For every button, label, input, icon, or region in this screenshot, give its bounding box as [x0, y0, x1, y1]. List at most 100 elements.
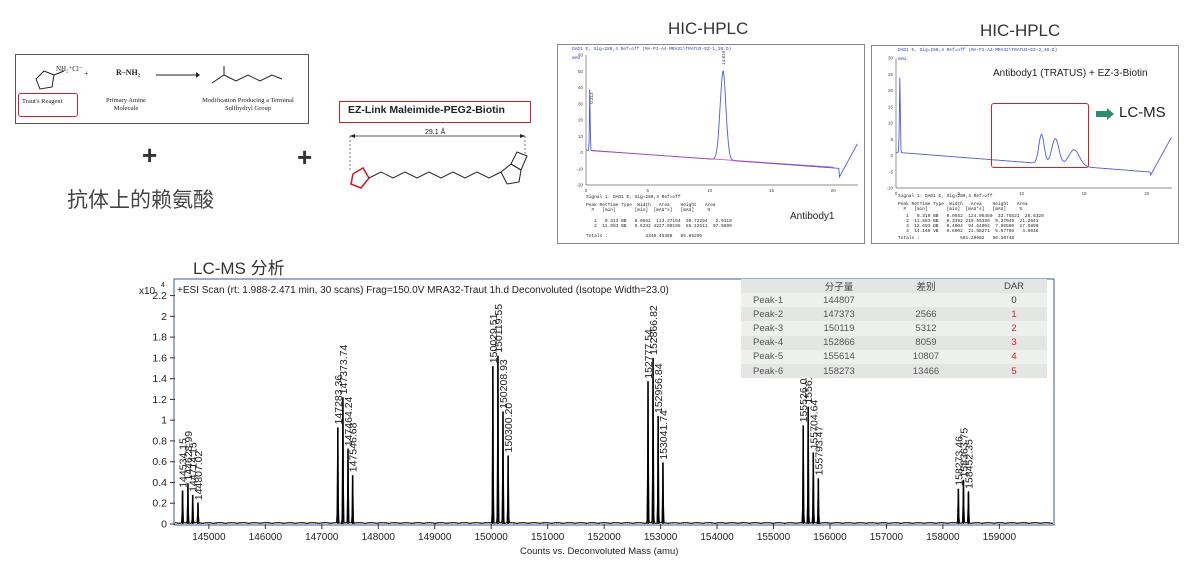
dar-cell: 3 — [981, 335, 1047, 350]
table-row: Peak-2 147373 2566 1 — [741, 307, 1047, 322]
product-label: Modification Producing a Terminal Sulfhy… — [202, 97, 294, 112]
right-arrow-icon — [1096, 108, 1114, 120]
y-tick-label: 5 — [890, 137, 893, 142]
y-tick-label: 0 — [580, 150, 583, 155]
lcms-x-title: Counts vs. Deconvoluted Mass (amu) — [520, 546, 679, 557]
peak-label: 147373.74 — [338, 345, 350, 395]
dar-header-dar: DAR — [981, 279, 1047, 293]
peak-label: 150300.20 — [503, 403, 515, 453]
x-tick-label: 10 — [1019, 191, 1025, 196]
biotin-name: EZ-Link Maleimide-PEG2-Biotin — [348, 104, 505, 116]
hic2-header-line: DAD1 E, Sig=280,4 Ref=off (MA-P1-A3-MRA3… — [898, 48, 1058, 53]
peak-label: 152956.84 — [653, 363, 665, 413]
x-tick-label: 148000 — [362, 532, 396, 543]
traut-reagent-label: Traut's Reagent — [22, 98, 63, 105]
hic1-totals: Totals : 4340.45388 85.85205 — [586, 234, 703, 239]
peak-label: 152777.54 — [643, 329, 655, 379]
peak-label: 153041.74 — [658, 410, 670, 460]
hic1-unit: mAU — [572, 56, 581, 61]
hic1-heading: HIC-HPLC — [668, 19, 749, 38]
hic2-caption: Antibody1 (TRATUS) + EZ-3-Biotin — [993, 68, 1148, 79]
hic1-row-2: 2 11.093 BB 0.5232 4227.09195 55.12511 9… — [586, 224, 732, 229]
y-tick-label: 0 — [890, 153, 893, 158]
dar-table-header: 分子量 差别 DAR — [741, 279, 1047, 293]
x-tick-label: 147000 — [305, 532, 339, 543]
x-tick-label: 158000 — [926, 532, 960, 543]
mw-cell: 155614 — [807, 349, 871, 364]
x-tick-label: 159000 — [983, 532, 1017, 543]
y-tick-label: 30 — [578, 101, 584, 106]
spectrum-trace — [174, 356, 1054, 525]
x-tick-label: 154000 — [700, 532, 734, 543]
peak-label: 144714.15 — [188, 442, 200, 492]
traut-reagent-structure — [35, 70, 65, 90]
x-tick-label: 155000 — [757, 532, 791, 543]
mw-cell: 158273 — [807, 363, 871, 379]
hic1-caption: Antibody1 — [790, 211, 835, 222]
y-tick-label: 30 — [888, 56, 894, 61]
x-tick-label: 5 — [647, 188, 650, 193]
y-tick-label: 1 — [161, 415, 167, 427]
peak-label: 155704.64 — [808, 400, 820, 450]
hic1-chromatogram-panel: DAD1 E, Sig=280,4 Ref=off (MA-P1-A4-MRA3… — [557, 44, 865, 244]
dar-cell: 5 — [981, 363, 1047, 379]
hic2-row-3: 3 12.693 BB 0.4004 94.64004 7.96560 17.5… — [898, 224, 1039, 229]
lcms-y-multiplier: x10 — [139, 286, 156, 297]
dar-header-mw: 分子量 — [807, 279, 871, 293]
peak-label: 155526.03 — [798, 373, 810, 423]
hic2-chromatogram-panel: DAD1 E, Sig=280,4 Ref=off (MA-P1-A3-MRA3… — [871, 45, 1179, 244]
mw-cell: 144807 — [807, 293, 871, 308]
hic1-table-header2: # [min] [min] [mAU*s] [mAU] % — [586, 208, 711, 213]
y-tick-label: 2 — [161, 311, 167, 323]
table-row: Peak-1 144807 0 — [741, 293, 1047, 308]
biotin-name-box — [339, 101, 531, 123]
peak-label: 158452.35 — [963, 439, 975, 489]
peak-cell: Peak-6 — [741, 363, 807, 379]
y-tick-label: 0.4 — [152, 477, 167, 489]
x-tick-label: 15 — [1082, 191, 1088, 196]
plus-sign-2: + — [297, 142, 313, 172]
x-tick-label: 149000 — [418, 532, 452, 543]
peak-label: 152866.82 — [648, 305, 660, 355]
diff-cell: 10807 — [871, 349, 981, 364]
peak-label: 150029.51 — [488, 313, 500, 363]
table-row: Peak-4 152866 8059 3 — [741, 335, 1047, 350]
y-tick-label: 1.4 — [152, 373, 167, 385]
mw-cell: 147373 — [807, 307, 871, 322]
hic2-table-header2: # [min] [min] [mAU*s] [mAU] % — [898, 207, 1023, 212]
y-tick-label: 10 — [578, 134, 584, 139]
peak-label: 0.313 — [589, 92, 594, 104]
x-tick-label: 150000 — [475, 532, 509, 543]
x-tick-label: 15 — [769, 188, 775, 193]
x-tick-label: 146000 — [249, 532, 283, 543]
peak-cell: Peak-4 — [741, 335, 807, 350]
x-tick-label: 157000 — [870, 532, 904, 543]
mw-cell: 150119 — [807, 321, 871, 336]
y-tick-label: 1.2 — [152, 394, 167, 406]
diff-cell: 2566 — [871, 307, 981, 322]
peak-label: 150119.55 — [493, 304, 505, 353]
x-tick-label: 145000 — [192, 532, 226, 543]
hic2-unit: mAU — [898, 57, 907, 62]
dar-header-diff: 差别 — [871, 279, 981, 293]
peak-label: 147464.24 — [343, 396, 355, 446]
x-tick-label: 20 — [1144, 191, 1150, 196]
hic1-table-header: Peak RetTime Type Width Area Height Area — [586, 203, 716, 208]
peak-cell: Peak-3 — [741, 321, 807, 336]
biotin-length: 29.1 Å — [425, 129, 446, 136]
diff-cell: 13466 — [871, 363, 981, 379]
reaction-arrow-icon — [156, 72, 200, 78]
dar-cell: 0 — [981, 293, 1047, 308]
y-tick-label: 0.2 — [152, 498, 167, 510]
y-tick-label: 15 — [888, 104, 894, 109]
x-tick-label: 20 — [831, 188, 837, 193]
y-tick-label: 40 — [578, 85, 584, 90]
peak-cell: Peak-2 — [741, 307, 807, 322]
peak-label: 14.819 — [721, 50, 726, 64]
diff-cell: 5312 — [871, 321, 981, 336]
product-structure — [211, 66, 283, 84]
y-tick-label: 1.8 — [152, 332, 167, 344]
hic1-row-1: 1 0.313 BB 0.0551 113.37194 30.72294 2.9… — [586, 219, 732, 224]
lcms-y-exponent: 4 — [161, 282, 165, 289]
